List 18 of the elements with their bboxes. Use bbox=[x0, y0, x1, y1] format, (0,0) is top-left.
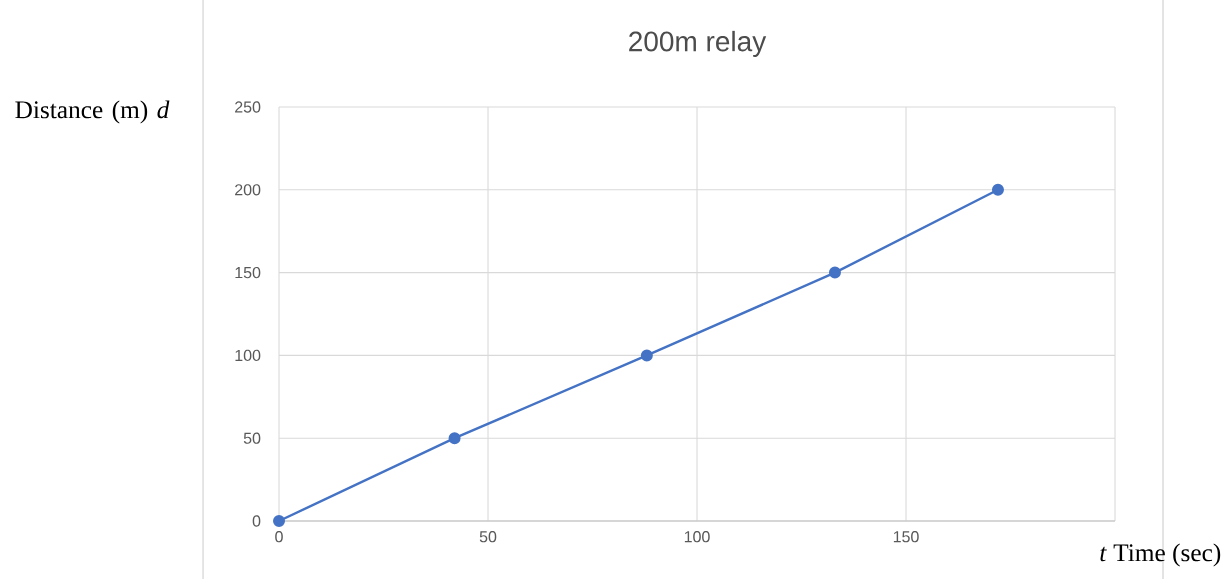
y-tick-label: 100 bbox=[235, 349, 261, 362]
y-tick-label: 150 bbox=[235, 266, 261, 279]
y-tick-label: 200 bbox=[235, 184, 261, 196]
point bbox=[828, 266, 841, 279]
x-tick-label: 50 bbox=[479, 531, 497, 543]
y-tick-label: 50 bbox=[243, 432, 261, 444]
x-axis-title: t Time (sec) bbox=[1100, 543, 1221, 567]
chart-title: 200m relay bbox=[629, 30, 767, 57]
y-tick-label: 250 bbox=[235, 101, 261, 113]
x-tick-label: 0 bbox=[275, 531, 283, 543]
point bbox=[273, 515, 286, 527]
x-tick-label: 150 bbox=[893, 531, 919, 543]
x-tick-label: 100 bbox=[684, 531, 710, 543]
y-tick-label: 0 bbox=[252, 515, 261, 527]
y-axis-title: Distance (m) d bbox=[15, 100, 170, 124]
point bbox=[991, 183, 1004, 196]
point bbox=[640, 349, 653, 362]
point bbox=[448, 432, 461, 445]
